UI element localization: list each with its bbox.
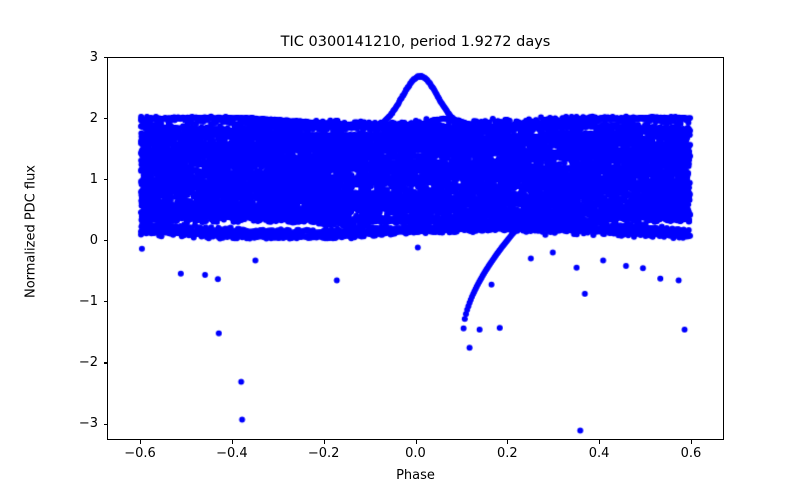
x-tick-mark — [599, 440, 601, 444]
x-tick-mark — [323, 440, 325, 444]
y-tick-label: 2 — [89, 110, 98, 126]
y-tick-label: −2 — [78, 354, 98, 370]
x-tick-mark — [507, 440, 509, 444]
y-axis-label-wrap: Normalized PDC flux — [0, 0, 39, 298]
plot-axes-area — [107, 57, 724, 440]
page-title: TIC 0300141210, period 1.9272 days — [280, 34, 551, 50]
y-tick-label: 3 — [89, 49, 98, 65]
y-axis-label: Normalized PDC flux — [23, 164, 39, 299]
y-tick-mark — [103, 240, 107, 242]
y-axis-tick-labels: −3 −2 −1 0 1 2 3 — [50, 0, 98, 500]
x-tick-mark — [140, 440, 142, 444]
x-axis-tick-labels: −0.6 −0.4 −0.2 0.0 0.2 0.4 0.6 — [0, 447, 800, 467]
y-tick-mark — [103, 179, 107, 181]
y-tick-label: −1 — [78, 293, 98, 309]
x-tick-label: −0.2 — [307, 446, 340, 461]
x-tick-label: 0.4 — [588, 446, 610, 461]
x-tick-label: 0.6 — [680, 446, 702, 461]
scatter-plot-canvas — [108, 58, 723, 439]
x-tick-label: −0.4 — [216, 446, 248, 461]
y-tick-label: −3 — [78, 416, 98, 431]
x-tick-mark — [690, 440, 693, 444]
y-tick-label: 1 — [89, 171, 98, 187]
x-axis-label: Phase — [396, 468, 435, 483]
x-tick-label: 0.0 — [405, 446, 426, 461]
x-tick-label: 0.2 — [496, 446, 518, 461]
y-tick-mark — [103, 118, 107, 120]
y-tick-mark — [103, 362, 107, 364]
x-tick-mark — [231, 440, 233, 444]
x-tick-mark — [415, 440, 417, 444]
x-tick-label: −0.6 — [124, 446, 156, 461]
y-tick-mark — [103, 57, 107, 59]
y-tick-label: 0 — [89, 232, 98, 248]
y-tick-mark — [103, 301, 107, 303]
y-tick-mark — [103, 423, 107, 425]
